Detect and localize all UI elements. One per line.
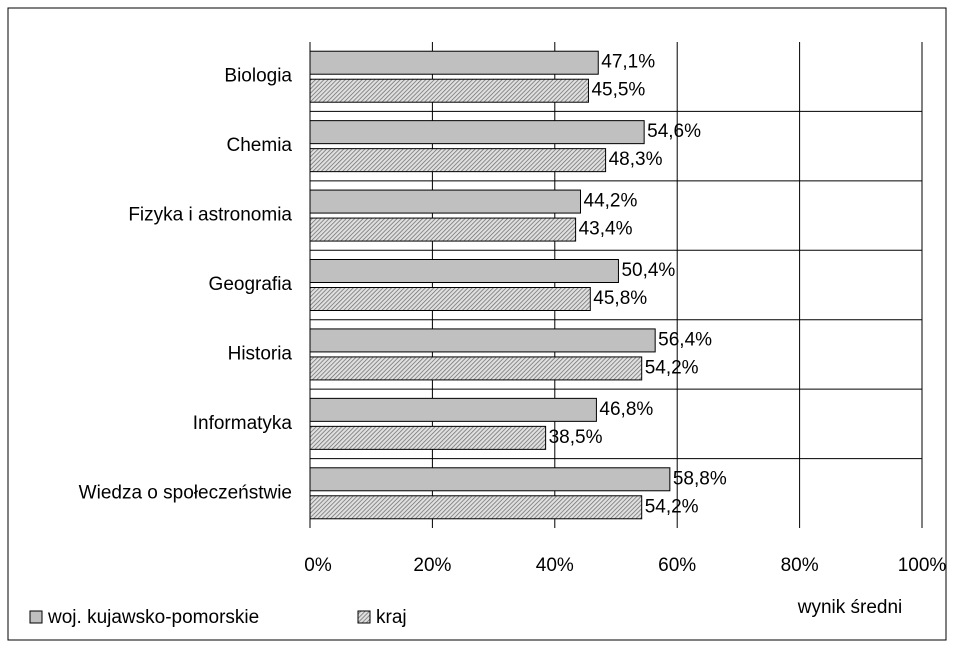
legend-label: woj. kujawsko-pomorskie <box>47 607 259 628</box>
value-label: 50,4% <box>621 260 675 281</box>
y-tick-label: Geografia <box>209 274 293 295</box>
bar <box>309 189 582 214</box>
bar <box>309 287 591 311</box>
bar <box>309 148 607 173</box>
bar <box>309 425 547 450</box>
x-tick-label: 100% <box>898 555 947 576</box>
value-label: 48,3% <box>609 149 663 170</box>
bar <box>309 467 671 492</box>
x-tick-label: 40% <box>536 555 574 576</box>
bar <box>309 259 619 283</box>
legend-swatch <box>29 610 43 624</box>
x-tick-label: 60% <box>658 555 696 576</box>
value-label: 56,4% <box>658 329 712 350</box>
value-label: 45,5% <box>591 80 645 101</box>
legend-swatch <box>357 610 371 624</box>
y-tick-label: Chemia <box>227 135 293 156</box>
x-axis-label: wynik średni <box>797 597 903 618</box>
y-tick-label: Wiedza o społeczeństwie <box>79 482 292 503</box>
bar <box>309 328 656 353</box>
value-label: 54,2% <box>645 496 699 517</box>
bar <box>309 78 589 103</box>
value-label: 45,8% <box>593 288 647 309</box>
value-label: 58,8% <box>673 468 727 489</box>
value-label: 54,6% <box>647 121 701 142</box>
value-label: 43,4% <box>579 219 633 240</box>
y-tick-label: Historia <box>228 343 293 364</box>
bar <box>309 120 645 145</box>
bar <box>309 217 577 242</box>
bar <box>309 50 599 75</box>
value-label: 46,8% <box>599 399 653 420</box>
y-tick-label: Fizyka i astronomia <box>128 205 292 226</box>
y-tick-label: Informatyka <box>193 413 293 434</box>
legend-label: kraj <box>376 607 407 628</box>
value-label: 38,5% <box>549 427 603 448</box>
value-label: 44,2% <box>584 191 638 212</box>
x-tick-label: 0% <box>304 555 332 576</box>
bar <box>309 397 597 422</box>
bar <box>309 495 643 520</box>
frame <box>7 7 947 641</box>
x-tick-label: 20% <box>413 555 451 576</box>
value-label: 54,2% <box>645 357 699 378</box>
y-tick-label: Biologia <box>224 66 292 87</box>
value-label: 47,1% <box>601 52 655 73</box>
bar <box>309 356 643 381</box>
x-tick-label: 80% <box>781 555 819 576</box>
